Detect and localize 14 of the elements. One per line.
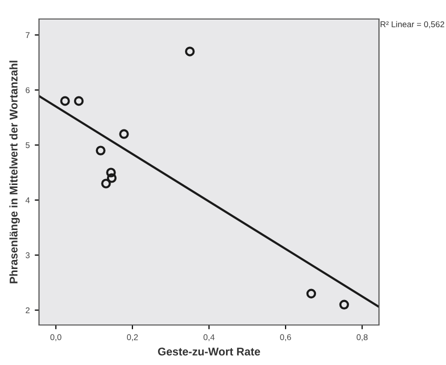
x-tick-label: 0,6	[280, 334, 292, 342]
y-tick-label: 4	[26, 197, 30, 204]
text: R² Linear = 0,562	[380, 21, 444, 28]
y-tick-label: 3	[26, 252, 30, 258]
y-axis-title: Phrasenlänge in Mittelwert der Wortanzahl	[9, 60, 20, 284]
y-tick-label: 6	[26, 87, 30, 94]
y-tick-label: 7	[26, 32, 30, 38]
y-tick-label: 5	[26, 142, 30, 148]
x-axis-title: Geste-zu-Wort Rate	[158, 348, 260, 356]
x-tick-label: 0,2	[126, 334, 138, 342]
x-tick-label: 0,4	[204, 334, 215, 342]
x-tick-label: 0,0	[50, 334, 62, 342]
x-tick-label: 0,8	[356, 334, 368, 342]
y-tick-label: 2	[26, 307, 30, 314]
